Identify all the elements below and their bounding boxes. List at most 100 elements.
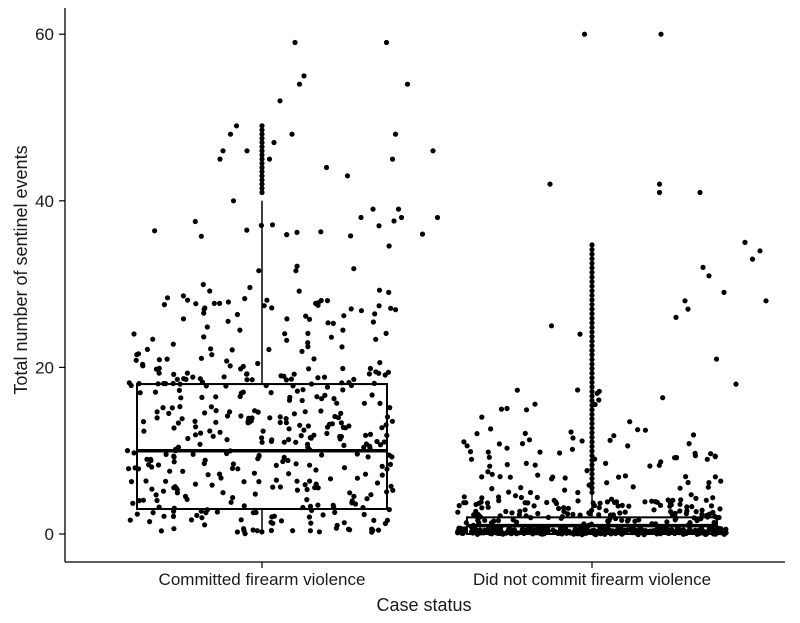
data-point <box>234 311 240 318</box>
data-point <box>124 448 131 454</box>
data-point <box>668 509 674 515</box>
data-point <box>504 405 510 412</box>
data-point <box>697 189 703 196</box>
data-point <box>259 181 265 187</box>
data-point <box>255 456 261 462</box>
data-point <box>361 400 367 406</box>
data-point <box>487 463 493 469</box>
data-point <box>383 39 390 46</box>
data-point <box>504 462 510 468</box>
data-point <box>642 427 649 433</box>
data-point <box>194 512 200 519</box>
data-point <box>248 418 254 424</box>
data-point <box>404 81 411 87</box>
data-point <box>589 329 595 335</box>
data-point <box>202 522 208 528</box>
data-point <box>306 316 313 322</box>
data-point <box>199 515 205 521</box>
data-point <box>485 504 491 510</box>
data-point <box>553 500 560 507</box>
data-point <box>330 502 336 508</box>
data-point <box>596 512 602 518</box>
data-point <box>152 389 159 395</box>
data-point <box>307 462 313 468</box>
data-point <box>319 452 325 458</box>
data-point <box>596 505 602 511</box>
data-point <box>659 526 665 532</box>
data-point <box>152 228 158 234</box>
data-point <box>589 260 595 266</box>
x-axis-title: Case status <box>376 595 471 615</box>
data-point <box>370 206 376 212</box>
data-point <box>255 409 261 415</box>
data-point <box>259 164 265 171</box>
data-point <box>647 463 653 469</box>
data-point <box>763 298 769 304</box>
data-point <box>260 428 266 434</box>
data-point <box>230 461 236 467</box>
data-point <box>204 324 210 330</box>
data-point <box>688 492 694 498</box>
data-point <box>166 410 172 416</box>
data-point <box>649 498 655 504</box>
data-point <box>685 479 691 486</box>
data-point <box>269 514 275 520</box>
data-point <box>211 300 217 306</box>
data-point <box>351 376 357 382</box>
data-point <box>699 511 705 517</box>
data-point <box>134 511 140 517</box>
data-point <box>154 415 160 421</box>
data-point <box>339 344 345 350</box>
data-point <box>207 288 213 294</box>
data-point <box>589 283 595 289</box>
data-point <box>303 313 309 319</box>
data-point <box>507 527 513 533</box>
data-point <box>197 441 203 447</box>
data-point <box>283 420 289 426</box>
data-point <box>254 528 260 534</box>
y-tick-label: 20 <box>35 358 54 377</box>
data-point <box>318 297 324 304</box>
data-point <box>664 519 670 525</box>
data-point <box>367 431 374 437</box>
data-point <box>256 479 262 485</box>
data-point <box>611 433 617 439</box>
data-point <box>300 387 306 393</box>
data-point <box>589 279 595 285</box>
data-point <box>306 514 312 520</box>
data-point <box>589 361 595 367</box>
data-point <box>575 387 581 393</box>
data-point <box>589 246 595 253</box>
data-point <box>589 439 595 445</box>
data-point <box>562 475 568 481</box>
data-point <box>479 505 485 511</box>
data-point <box>717 530 723 536</box>
data-point <box>419 231 426 237</box>
data-point <box>455 509 461 515</box>
data-point <box>632 518 638 524</box>
data-point <box>221 374 227 380</box>
y-tick-label: 60 <box>35 25 54 44</box>
data-point <box>341 520 347 526</box>
data-point <box>389 454 395 460</box>
data-point <box>589 311 595 317</box>
data-point <box>395 206 402 212</box>
data-point <box>126 466 132 472</box>
data-point <box>313 300 319 306</box>
data-point <box>506 489 512 495</box>
data-point <box>307 503 314 509</box>
data-point <box>285 457 291 464</box>
data-point <box>660 395 666 401</box>
data-point <box>294 388 300 394</box>
data-point <box>375 527 382 533</box>
data-point <box>147 519 153 525</box>
data-point <box>192 432 199 438</box>
data-point <box>589 265 595 271</box>
data-point <box>346 423 352 429</box>
data-point <box>214 509 220 515</box>
data-point <box>485 449 491 455</box>
data-point <box>198 430 204 436</box>
data-point <box>692 450 698 456</box>
data-point <box>176 387 182 393</box>
data-point <box>365 454 371 460</box>
